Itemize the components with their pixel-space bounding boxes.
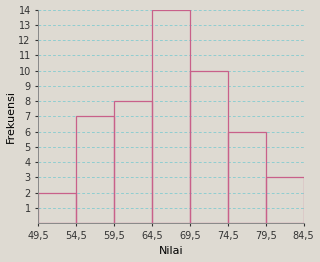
- Bar: [76, 116, 114, 223]
- Bar: [38, 193, 76, 223]
- Bar: [190, 71, 228, 223]
- X-axis label: Nilai: Nilai: [159, 247, 183, 256]
- Bar: [114, 101, 152, 223]
- Y-axis label: Frekuensi: Frekuensi: [5, 90, 16, 143]
- Bar: [152, 9, 190, 223]
- Bar: [228, 132, 266, 223]
- Bar: [266, 177, 304, 223]
